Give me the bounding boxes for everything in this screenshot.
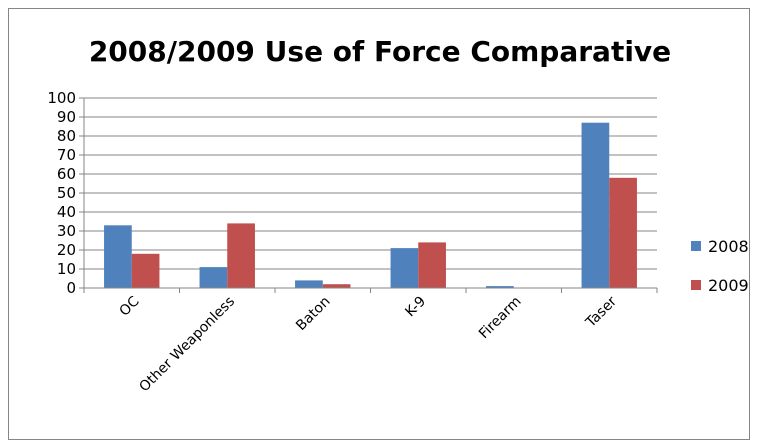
y-tick-label: 90 (57, 108, 76, 126)
y-tick-label: 30 (57, 222, 76, 240)
bar-2009-oc (131, 253, 160, 288)
x-category-label: Other Weaponless (136, 294, 238, 396)
x-category-label: Taser (582, 293, 620, 331)
legend: 2008 2009 (691, 237, 749, 295)
x-category-label: K-9 (402, 294, 429, 321)
bar-2008-oc (104, 225, 132, 288)
x-category-label: Baton (293, 294, 333, 334)
x-category-label: OC (117, 293, 143, 319)
bar-2009-taser (609, 177, 637, 288)
legend-swatch (691, 280, 701, 290)
y-tick-label: 60 (57, 165, 76, 183)
y-tick-label: 10 (57, 260, 76, 278)
legend-label: 2008 (708, 237, 749, 256)
y-tick-label: 50 (57, 184, 76, 202)
bar-2009-other-weaponless (227, 223, 255, 288)
bar-2008-firearm (486, 286, 514, 288)
gridlines (84, 97, 657, 270)
y-tick-label: 0 (66, 279, 76, 297)
chart-title: 2008/2009 Use of Force Comparative (89, 35, 671, 68)
bar-2008-k-9 (390, 248, 419, 288)
legend-label: 2009 (708, 276, 749, 295)
bar-2009-k-9 (418, 242, 446, 288)
bars (104, 122, 637, 288)
bar-2008-baton (295, 280, 323, 288)
x-category-label: Firearm (476, 294, 525, 343)
chart-canvas: 2008/2009 Use of Force Comparative 01020… (47, 35, 749, 396)
bar-2008-other-weaponless (199, 267, 228, 288)
bar-2008-taser (581, 122, 610, 288)
y-tick-label: 70 (57, 146, 76, 164)
legend-swatch (691, 241, 701, 251)
y-tick-label: 40 (57, 203, 76, 221)
chart-frame: 2008/2009 Use of Force Comparative 0 10 20… (8, 8, 750, 440)
y-tick-label: 20 (57, 241, 76, 259)
bar-2009-baton (322, 284, 351, 288)
y-tick-label: 100 (47, 89, 76, 107)
y-tick-label: 80 (57, 127, 76, 145)
